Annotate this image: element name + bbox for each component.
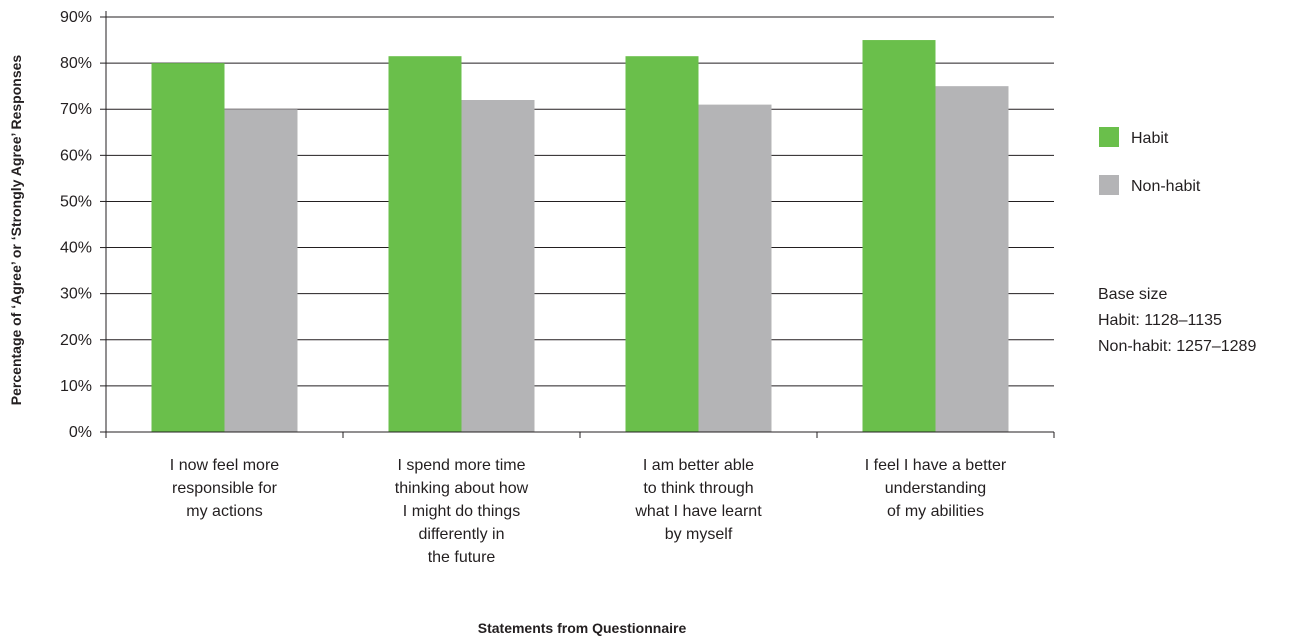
x-axis-title: Statements from Questionnaire xyxy=(478,620,687,636)
base-size-habit: Habit: 1128–1135 xyxy=(1098,312,1222,329)
bar-habit xyxy=(388,56,462,432)
bar-non-habit xyxy=(224,109,298,432)
bar-non-habit xyxy=(698,104,772,432)
bar-habit xyxy=(862,40,936,433)
bar-habit xyxy=(625,56,699,432)
bar-habit xyxy=(151,63,225,432)
legend-label: Habit xyxy=(1131,130,1169,147)
bars xyxy=(151,40,1009,433)
y-tick-label: 50% xyxy=(60,193,92,210)
legend-label: Non-habit xyxy=(1131,178,1201,195)
x-category-label: I now feel more responsible for my actions xyxy=(170,457,279,520)
y-tick-label: 90% xyxy=(60,9,92,26)
y-tick-labels: 0% 10% 20% 30% 40% 50% 60% 70% 80% 90% xyxy=(60,9,92,441)
base-size-title: Base size xyxy=(1098,286,1167,303)
y-tick-label: 0% xyxy=(69,424,92,441)
axes xyxy=(105,11,1055,438)
x-category-label: I spend more time thinking about how I mig… xyxy=(395,457,529,566)
x-category-labels: I now feel more responsible for my actions… xyxy=(170,457,1007,566)
legend: Habit Non-habit xyxy=(1099,127,1201,195)
bar-non-habit xyxy=(461,100,535,432)
legend-swatch xyxy=(1099,175,1119,195)
y-tick-label: 80% xyxy=(60,55,92,72)
y-tick-label: 30% xyxy=(60,286,92,303)
y-tick-label: 70% xyxy=(60,101,92,118)
x-category-label: I am better able to think through what I h… xyxy=(634,457,762,543)
legend-swatch xyxy=(1099,127,1119,147)
y-axis-title: Percentage of ‘Agree’ or ‘Strongly Agree… xyxy=(8,55,24,406)
x-category-label: I feel I have a better understanding of my… xyxy=(865,457,1007,520)
y-tick-label: 60% xyxy=(60,147,92,164)
bar-non-habit xyxy=(935,86,1009,433)
y-tick-label: 40% xyxy=(60,240,92,257)
base-size-note: Base size Habit: 1128–1135 Non-habit: 12… xyxy=(1098,286,1256,355)
y-tick-label: 10% xyxy=(60,378,92,395)
base-size-non-habit: Non-habit: 1257–1289 xyxy=(1098,338,1256,355)
y-tick-label: 20% xyxy=(60,332,92,349)
